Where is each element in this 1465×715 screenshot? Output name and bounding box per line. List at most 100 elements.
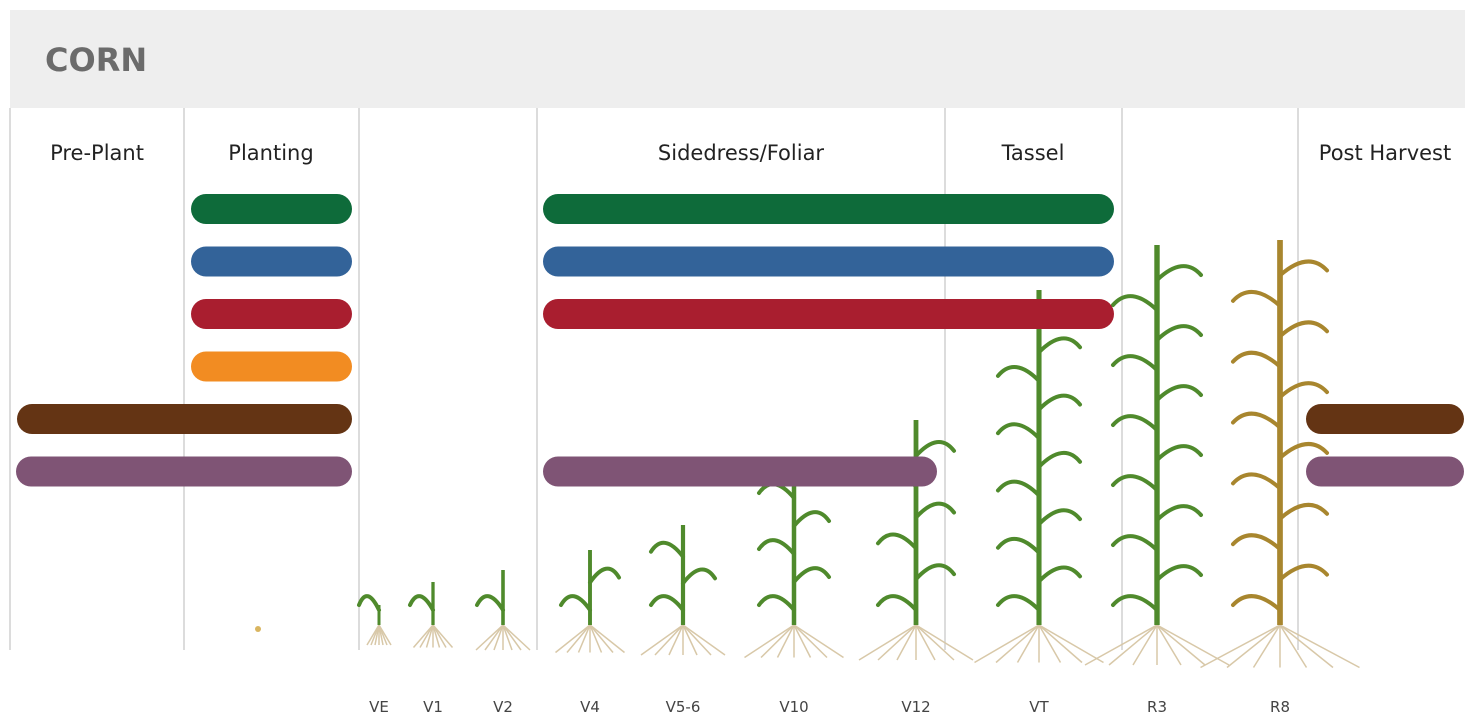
root — [1226, 624, 1281, 669]
stage-label: V4 — [580, 698, 600, 715]
timing-bar — [191, 246, 352, 277]
root — [1200, 624, 1281, 669]
root — [1084, 624, 1158, 666]
root — [1156, 624, 1206, 666]
root — [1252, 624, 1281, 668]
leaf — [588, 566, 621, 585]
leaf — [792, 510, 831, 528]
root — [995, 624, 1040, 664]
leaf — [1037, 508, 1082, 527]
leaf — [1231, 290, 1282, 308]
leaf — [1155, 324, 1203, 342]
timing-bar — [191, 299, 352, 329]
root — [1038, 624, 1083, 664]
leaf — [1231, 472, 1282, 491]
leaf — [1037, 393, 1082, 412]
leaf — [1111, 354, 1159, 372]
root — [589, 624, 625, 654]
root — [1108, 624, 1158, 666]
root — [682, 624, 726, 656]
column-label: Tassel — [1001, 141, 1065, 165]
root — [425, 624, 434, 648]
leaf — [1111, 294, 1159, 312]
leaf — [1037, 336, 1082, 355]
root — [1156, 624, 1182, 666]
leaf — [1155, 444, 1203, 462]
root — [432, 624, 441, 648]
leaf — [1278, 381, 1329, 400]
root — [1279, 624, 1308, 668]
root — [1156, 624, 1230, 666]
bars — [16, 194, 1464, 487]
column-label: Sidedress/Foliar — [658, 141, 825, 165]
leaf — [792, 566, 831, 584]
leaf — [1037, 565, 1082, 584]
timing-bar — [16, 456, 352, 487]
leaf — [876, 594, 918, 612]
leaf — [757, 538, 796, 556]
leaf — [475, 594, 505, 612]
root — [682, 624, 698, 656]
root — [793, 624, 812, 658]
root — [502, 624, 531, 651]
timing-bar — [543, 299, 1114, 329]
timing-bar — [543, 246, 1114, 277]
leaf — [996, 365, 1041, 383]
timing-bar — [17, 404, 352, 434]
stage-label: V10 — [779, 698, 808, 715]
leaf — [757, 594, 796, 612]
stage-label: R8 — [1270, 698, 1290, 715]
leaf — [1155, 264, 1203, 282]
leaf — [681, 567, 717, 586]
root — [589, 624, 603, 653]
root — [1132, 624, 1158, 666]
leaf — [649, 594, 685, 612]
leaf — [1111, 474, 1159, 492]
root — [915, 624, 955, 661]
stage-label: V5-6 — [666, 698, 701, 715]
root — [378, 624, 392, 646]
stage-label: VE — [369, 698, 389, 715]
root — [555, 624, 591, 654]
timing-bar — [191, 194, 352, 224]
root — [577, 624, 591, 653]
root — [484, 624, 504, 651]
root — [760, 624, 795, 659]
stage-label: VT — [1029, 698, 1049, 715]
leaf — [1231, 533, 1282, 552]
root — [974, 624, 1040, 664]
leaf — [914, 501, 956, 520]
root — [896, 624, 917, 661]
root — [412, 624, 434, 648]
seed — [255, 626, 261, 632]
root — [744, 624, 795, 659]
root — [640, 624, 684, 656]
leaf — [1278, 442, 1329, 460]
leaf — [996, 422, 1041, 441]
leaf — [559, 594, 592, 612]
stage-label: V2 — [493, 698, 513, 715]
header-band — [10, 10, 1465, 108]
title: CORN — [45, 41, 147, 79]
labels: Pre-Plant Planting Sidedress/Foliar Tassel P… — [50, 141, 1451, 715]
leaf — [1111, 414, 1159, 432]
root — [858, 624, 917, 661]
leaf — [1278, 563, 1329, 582]
root — [776, 624, 795, 658]
leaf — [1155, 504, 1203, 522]
root — [432, 624, 447, 648]
root — [1016, 624, 1040, 663]
root — [432, 624, 454, 648]
column-label: Planting — [228, 141, 313, 165]
leaf — [1111, 594, 1159, 612]
timing-bar — [191, 351, 352, 382]
root — [1279, 624, 1334, 669]
root — [493, 624, 504, 651]
root — [668, 624, 684, 656]
leaf — [1231, 350, 1282, 369]
timing-bar — [1306, 404, 1464, 434]
root — [566, 624, 591, 653]
stage-label: V1 — [423, 698, 443, 715]
leaf — [1278, 259, 1329, 278]
